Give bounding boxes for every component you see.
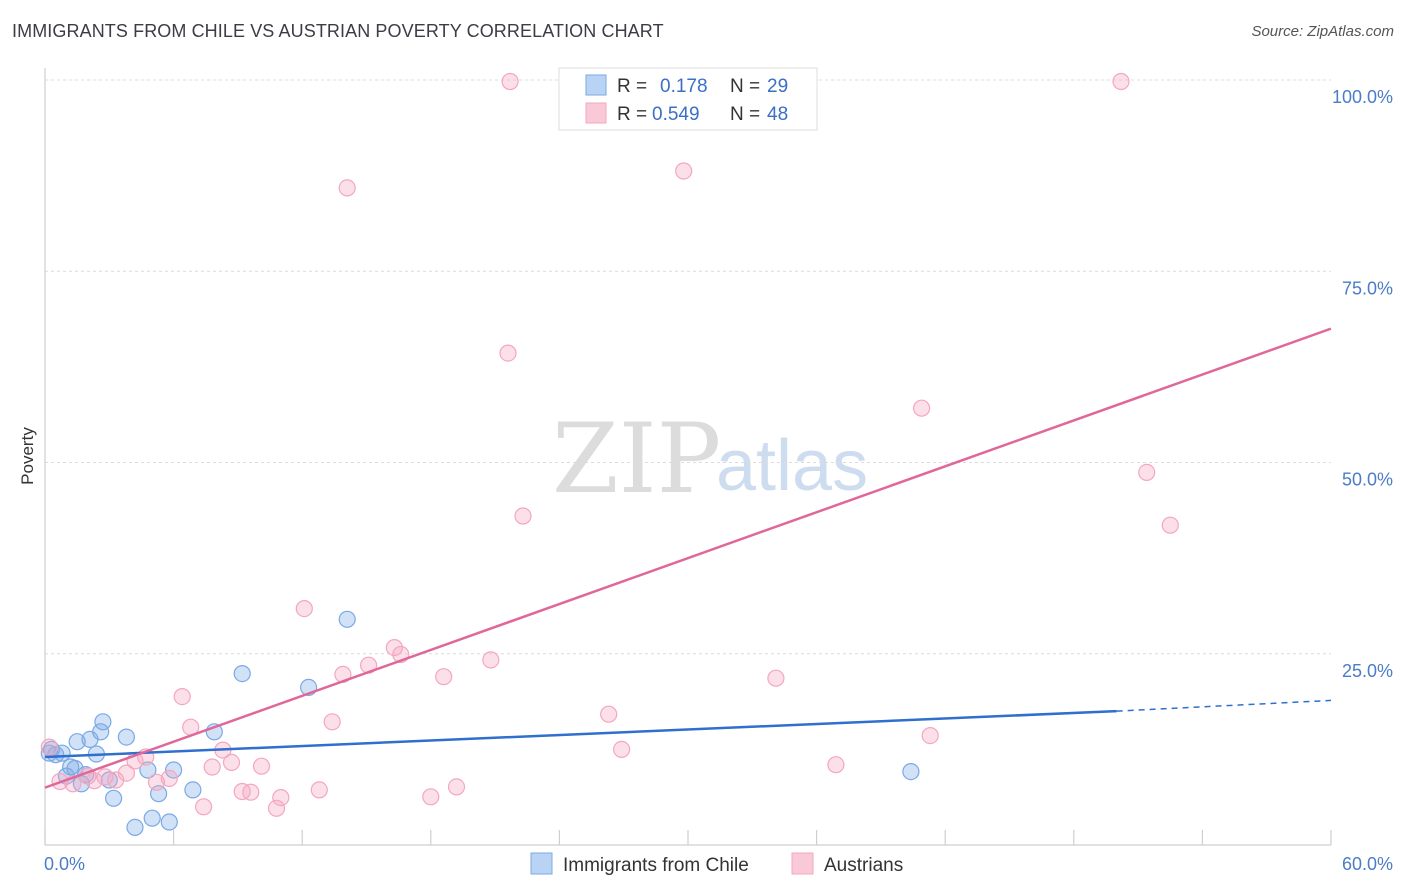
point-austrians	[499, 344, 517, 362]
point-austrians	[160, 769, 178, 788]
series-legend-label-chile: Immigrants from Chile	[563, 855, 749, 876]
point-chile	[94, 713, 112, 731]
point-austrians	[173, 687, 191, 706]
point-austrians	[338, 179, 356, 197]
point-austrians	[107, 771, 125, 789]
point-chile	[143, 809, 161, 827]
point-austrians	[252, 757, 271, 775]
legend-n-value-2: 48	[767, 104, 788, 125]
tick-labels: 100.0% 75.0% 50.0% 25.0% 0.0% 60.0%	[44, 87, 1393, 874]
point-austrians	[117, 764, 136, 782]
point-austrians	[482, 651, 500, 669]
point-chile	[165, 761, 183, 779]
point-austrians	[222, 753, 241, 772]
y-tick-label: 25.0%	[1342, 661, 1393, 681]
point-austrians	[295, 599, 313, 618]
trend-line-austrians	[44, 327, 1332, 789]
legend-n-label-2: N =	[730, 104, 760, 125]
trend-line-chile	[44, 709, 1117, 759]
watermark: ZIP atlas	[552, 403, 868, 515]
point-austrians	[267, 799, 286, 817]
point-austrians	[385, 638, 403, 657]
point-chile	[139, 761, 157, 779]
legend-r-value-2: 0.549	[652, 104, 700, 125]
point-austrians	[675, 162, 693, 180]
y-tick-label: 50.0%	[1342, 470, 1393, 490]
point-austrians	[203, 758, 221, 776]
point-austrians	[501, 72, 519, 91]
point-austrians	[195, 798, 213, 816]
point-austrians	[40, 738, 58, 756]
point-austrians	[447, 778, 466, 796]
point-chile	[160, 813, 178, 831]
legend-r-label-2: R =	[617, 104, 647, 125]
legend-n-label-1: N =	[730, 76, 760, 97]
trend-lines	[44, 327, 1332, 789]
watermark-atlas: atlas	[716, 426, 868, 506]
point-chile	[117, 728, 136, 746]
series-legend-label-austrians: Austrians	[824, 855, 903, 876]
point-austrians	[96, 768, 114, 786]
point-austrians	[272, 788, 290, 807]
point-chile	[126, 818, 144, 837]
legend-swatch-chile	[585, 74, 607, 96]
point-austrians	[1138, 463, 1156, 481]
point-austrians	[233, 782, 251, 801]
chart-title: IMMIGRANTS FROM CHILE VS AUSTRIAN POVERT…	[12, 21, 664, 41]
watermark-zip: ZIP	[552, 403, 721, 515]
point-austrians	[242, 783, 260, 801]
legend-n-value-1: 29	[767, 76, 788, 97]
axes	[44, 68, 1332, 846]
point-austrians	[600, 705, 618, 723]
series-legend: Immigrants from Chile Austrians	[530, 852, 903, 876]
source-label: Source: ZipAtlas.com	[1251, 23, 1394, 40]
stats-legend: R = 0.178 N = 29 R = 0.549 N = 48	[558, 67, 818, 131]
point-austrians	[1161, 516, 1179, 534]
point-chile	[902, 762, 920, 781]
point-chile	[233, 664, 251, 683]
point-austrians	[422, 788, 440, 806]
point-austrians	[827, 756, 845, 774]
point-austrians	[85, 772, 103, 790]
y-axis-label: Poverty	[18, 427, 37, 485]
point-austrians	[767, 669, 785, 687]
legend-swatch-austrians	[585, 102, 607, 124]
point-austrians	[1112, 72, 1130, 91]
point-austrians	[435, 668, 453, 686]
point-austrians	[612, 740, 631, 759]
point-chile	[338, 610, 356, 628]
trend-line-chile-extrapolated	[1116, 699, 1332, 712]
y-tick-label: 100.0%	[1332, 87, 1393, 107]
point-austrians	[310, 781, 328, 799]
series-legend-swatch-chile	[530, 852, 553, 875]
point-chile	[68, 733, 86, 751]
point-chile	[184, 781, 202, 799]
x-tick-label: 0.0%	[44, 854, 85, 874]
point-austrians	[147, 773, 166, 791]
y-tick-label: 75.0%	[1342, 278, 1393, 298]
point-austrians	[514, 507, 532, 525]
point-austrians	[912, 399, 931, 417]
series-legend-swatch-austrians	[791, 852, 814, 875]
data-points	[40, 72, 1179, 837]
legend-r-value-1: 0.178	[660, 76, 708, 97]
x-tick-label: 60.0%	[1342, 854, 1393, 874]
point-chile	[104, 789, 123, 807]
point-austrians	[323, 713, 341, 731]
legend-r-label-1: R =	[617, 76, 647, 97]
point-austrians	[921, 726, 939, 745]
point-chile	[92, 723, 110, 741]
